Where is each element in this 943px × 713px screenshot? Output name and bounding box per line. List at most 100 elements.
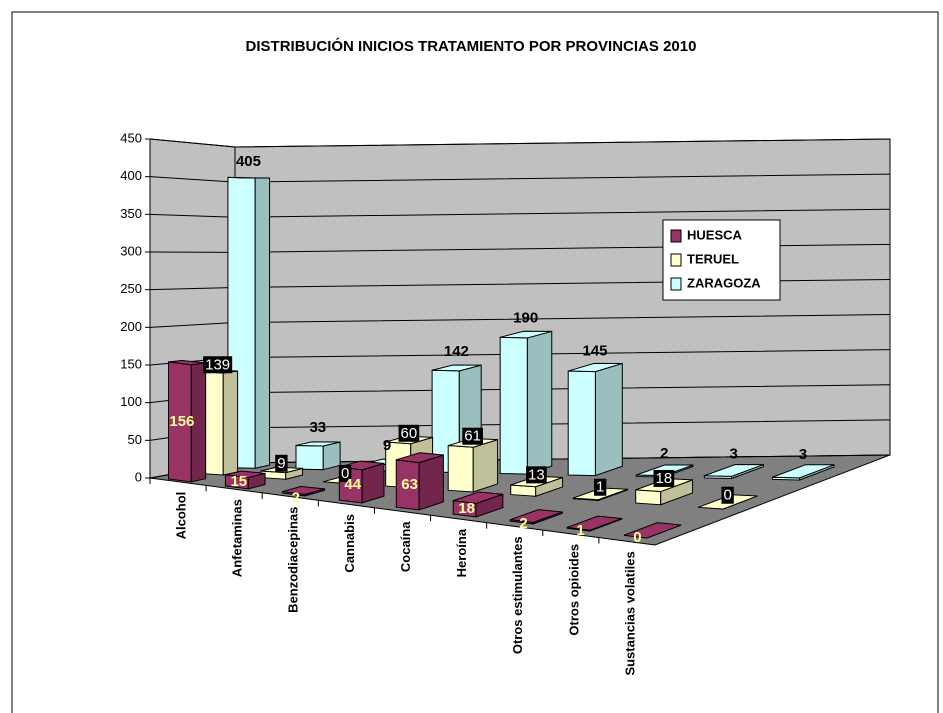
- y-tick-label: 250: [120, 281, 142, 296]
- data-label: 0: [723, 487, 731, 504]
- bar-front: [447, 445, 474, 493]
- x-tick-label: Cocaína: [398, 521, 413, 572]
- x-tick-label: Alcohol: [173, 492, 188, 540]
- y-tick-label: 100: [120, 394, 142, 409]
- bar-side-shade: [527, 331, 552, 475]
- bar-top: [396, 452, 444, 464]
- bar: [395, 452, 444, 511]
- bar: [567, 362, 623, 477]
- bar: [771, 464, 835, 481]
- bar-top: [453, 491, 504, 504]
- data-label-box: [526, 466, 547, 484]
- bar-top: [500, 330, 552, 339]
- legend-swatch: [670, 277, 682, 291]
- y-tick-label: 300: [120, 243, 142, 258]
- chart-title: DISTRIBUCIÓN INICIOS TRATAMIENTO POR PRO…: [246, 37, 697, 55]
- bar-side-shade: [731, 464, 764, 479]
- bar-front: [499, 336, 528, 475]
- data-label: 15: [230, 473, 247, 490]
- bar-front: [635, 489, 662, 506]
- data-label: 3: [729, 445, 737, 462]
- x-tick-label: Otros opioides: [566, 544, 581, 636]
- data-label: 2: [519, 515, 527, 532]
- back-wall: [234, 138, 891, 464]
- grid-line: [149, 138, 891, 148]
- y-tick-label: 0: [135, 469, 142, 484]
- data-label: 2: [292, 489, 300, 506]
- y-tick-label: 200: [120, 319, 142, 334]
- data-label-box: [275, 454, 288, 472]
- bar-side-shade: [535, 477, 563, 497]
- y-tick-label: 150: [120, 356, 142, 371]
- data-label: 44: [344, 476, 361, 493]
- data-label: 33: [309, 419, 326, 436]
- bar-front: [567, 370, 596, 477]
- bar-side-shade: [419, 455, 444, 510]
- bar-side-shade: [191, 362, 206, 482]
- x-tick-label: Sustancias volatiles: [622, 551, 637, 675]
- data-label: 3: [799, 446, 807, 463]
- bar-side-shade: [475, 494, 503, 517]
- legend-box: [662, 219, 781, 301]
- bar: [295, 441, 341, 471]
- bar: [447, 437, 499, 493]
- data-label: 63: [401, 476, 418, 493]
- data-label-box: [398, 424, 420, 442]
- bar-top: [568, 362, 623, 373]
- data-label-box: [338, 464, 352, 482]
- x-tick-label: Benzodiacepinas: [286, 507, 301, 613]
- legend-label: HUESCA: [687, 227, 743, 242]
- bar-top: [704, 463, 764, 477]
- data-label-box: [653, 469, 675, 487]
- legend-swatch: [670, 229, 682, 243]
- y-tick-label: 50: [128, 432, 142, 447]
- bar: [452, 491, 504, 518]
- x-tick-label: Otros estimulantes: [510, 536, 525, 654]
- data-label: 9: [383, 437, 391, 454]
- data-label: 61: [464, 428, 481, 445]
- data-label: 9: [277, 455, 285, 472]
- x-tick-label: Heroína: [454, 528, 469, 577]
- bar-top: [225, 470, 266, 479]
- data-label-box: [721, 486, 734, 504]
- legend-label: ZARAGOZA: [687, 275, 761, 290]
- bar-top: [282, 486, 325, 495]
- data-label: 156: [169, 413, 194, 430]
- data-label: 142: [444, 343, 469, 360]
- bar-side-shade: [255, 177, 270, 469]
- y-tick-label: 350: [120, 206, 142, 221]
- data-label-box: [462, 427, 483, 445]
- bar: [623, 522, 682, 539]
- data-label: 2: [660, 445, 668, 462]
- bar-side-shade: [285, 468, 303, 480]
- x-tick-label: Cannabis: [342, 514, 357, 573]
- bar: [703, 463, 764, 480]
- data-label: 18: [656, 470, 673, 487]
- data-label-box: [593, 478, 607, 496]
- bar-top: [295, 441, 341, 447]
- x-tick-label: Anfetaminas: [230, 499, 245, 577]
- data-label: 1: [596, 479, 604, 496]
- legend-label: TERUEL: [687, 251, 739, 266]
- bar: [509, 509, 563, 525]
- bar-top: [509, 509, 563, 523]
- bar-top: [566, 515, 622, 531]
- chart-border: [11, 11, 939, 713]
- bar-top: [431, 364, 482, 372]
- bar-side-shade: [223, 371, 238, 476]
- bar-top: [772, 464, 835, 479]
- data-label: 60: [401, 425, 418, 442]
- data-label: 145: [582, 342, 607, 359]
- bar-front: [295, 444, 324, 471]
- data-label: 139: [205, 356, 230, 373]
- data-label-box: [203, 356, 233, 374]
- bar: [167, 360, 207, 483]
- y-tick-label: 450: [120, 130, 142, 145]
- bar-side-shade: [248, 473, 266, 489]
- data-label: 13: [528, 466, 545, 483]
- data-label: 0: [633, 529, 641, 546]
- bar: [281, 486, 326, 497]
- bar-side-shade: [362, 463, 384, 503]
- bar-top: [623, 522, 682, 539]
- bar-side-shade: [595, 363, 623, 476]
